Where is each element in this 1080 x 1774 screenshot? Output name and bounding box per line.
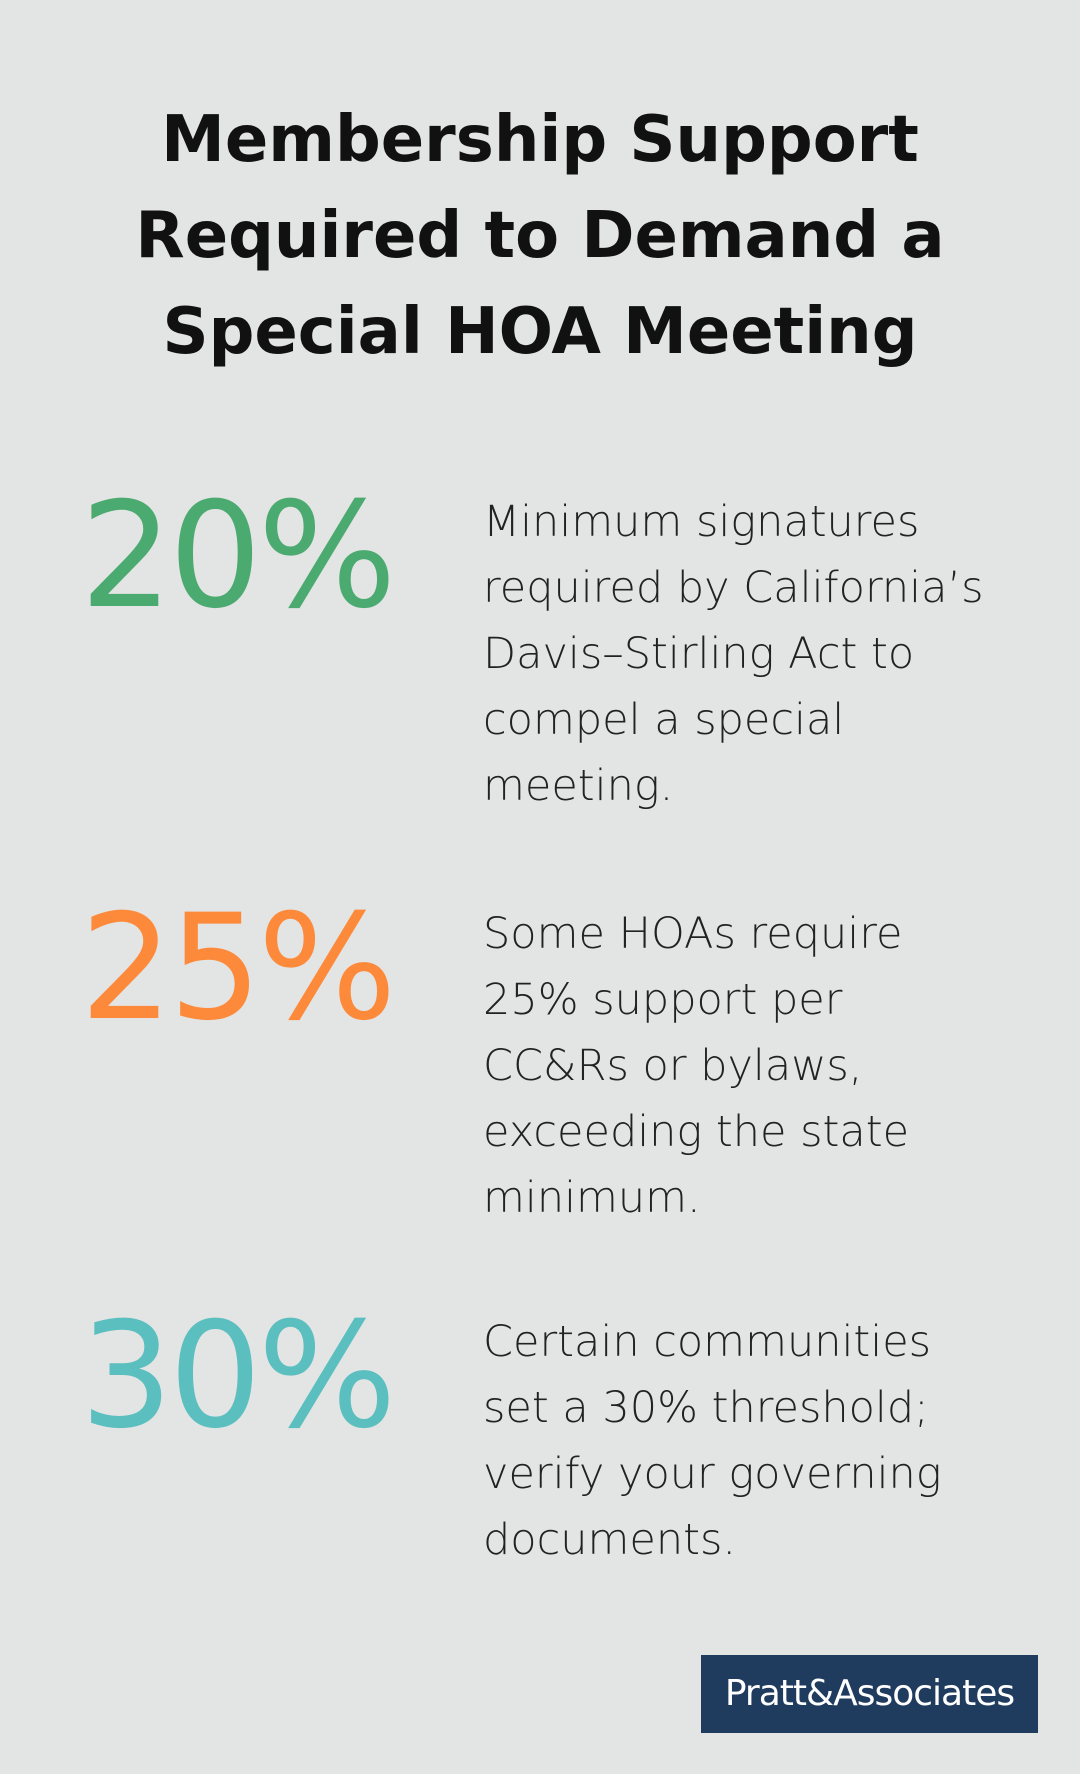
stat-value: 25% [80, 883, 397, 1053]
stat-value: 30% [80, 1291, 397, 1461]
title: Membership Support Required to Demand a … [135, 103, 945, 369]
stat-description: Minimum signatures required by Californi… [483, 497, 984, 811]
logo: Pratt&Associates [701, 1655, 1038, 1733]
stat-description: Certain communities set a 30% threshold;… [483, 1317, 942, 1565]
stat-description: Some HOAs require 25% support per CC&Rs … [483, 909, 910, 1223]
stat-value: 20% [80, 471, 397, 641]
